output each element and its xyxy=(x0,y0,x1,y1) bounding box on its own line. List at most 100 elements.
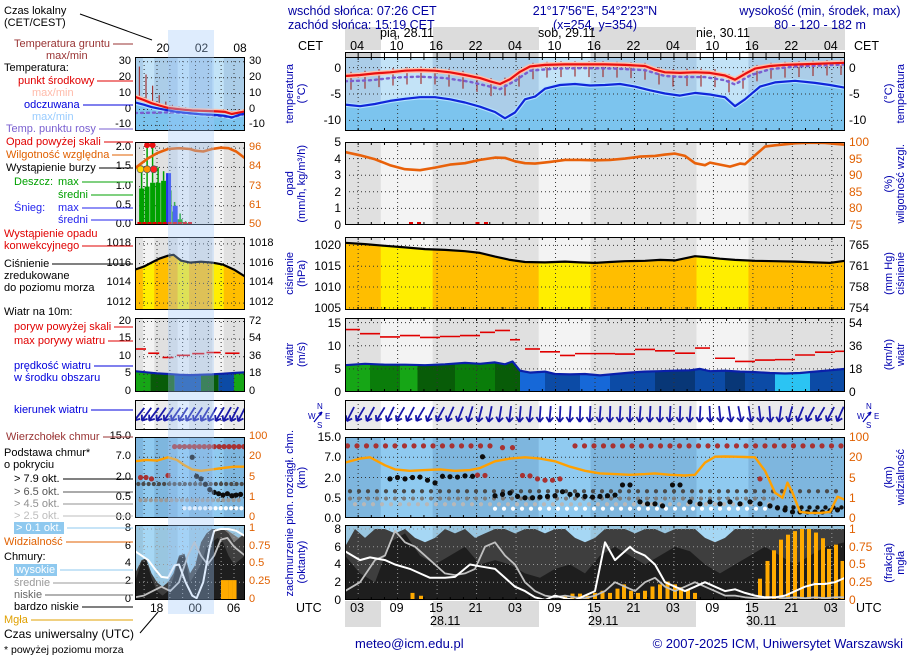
tick-label: 1014 xyxy=(249,276,274,289)
sidebar-label-mgla: Mgła xyxy=(4,614,28,626)
date-label: 29.11 xyxy=(588,614,619,628)
tick-label: 15.0 xyxy=(109,430,131,442)
tick-label: 1016 xyxy=(106,256,131,269)
tick-label: 2 xyxy=(124,575,131,588)
mini-temperature xyxy=(132,57,248,131)
tick-label: 100 xyxy=(249,430,268,442)
sidebar-label-snieg-max: max xyxy=(58,202,79,214)
tick-label: 1 xyxy=(849,521,856,536)
tick-label: 15.0 xyxy=(317,430,341,444)
tick-label: -10 xyxy=(849,113,867,128)
mini-wind-direction xyxy=(133,400,247,430)
axis-title-zach-R: (frakcja) mgła xyxy=(883,542,907,583)
sunrise-text: wschód słońca: 07:26 CET xyxy=(288,4,437,18)
tick-label: 20 xyxy=(118,314,131,327)
tick-label: 1010 xyxy=(314,280,341,295)
sidebar-label-punkt-srodkowy: punkt środkowy xyxy=(18,75,95,87)
tick-label: 8 xyxy=(334,521,341,536)
tick-label: 758 xyxy=(849,280,870,295)
utc-tick: 03 xyxy=(665,601,680,615)
tick-label: 10 xyxy=(118,349,131,362)
tick-label: -10 xyxy=(249,118,265,131)
cet-tick: 10 xyxy=(547,39,562,53)
sidebar-label-podstawa-2: o pokryciu xyxy=(4,459,55,471)
tick-label: 0 xyxy=(849,385,856,399)
tick-label: 1.0 xyxy=(115,179,131,192)
tick-label: 84 xyxy=(249,160,262,173)
cet-tick: 10 xyxy=(389,39,404,53)
tick-label: 7.0 xyxy=(115,450,131,463)
tick-label: 0 xyxy=(249,593,256,605)
contact-email-link[interactable]: meteo@icm.edu.pl xyxy=(355,636,464,651)
sidebar-label-predkosc-1: prędkość wiatru xyxy=(14,360,92,372)
tick-label: 10 xyxy=(327,338,341,353)
mini-cloudiness xyxy=(134,525,246,600)
utc-tick: 21 xyxy=(626,601,641,615)
tick-label: 10 xyxy=(249,86,262,99)
mini-precip-humidity xyxy=(133,142,247,225)
panel-wind xyxy=(343,318,847,392)
night-shade xyxy=(590,27,697,50)
sidebar-label-widzialnosc: Widzialność xyxy=(4,536,63,548)
axis-title-temp-R: (°C) temperatura xyxy=(883,64,907,124)
svg-text:W: W xyxy=(308,412,316,421)
tick-label: 0 xyxy=(124,102,131,115)
mini-cet-tick: 02 xyxy=(194,41,209,55)
night-shade xyxy=(432,601,539,627)
axis-title-wind-R: (km/h) wiatr xyxy=(883,339,907,371)
tick-label: 0.5 xyxy=(249,557,265,570)
mini-cet-tick: 20 xyxy=(156,41,170,55)
axis-title-opad-R: (%) wilgotność wzgl. xyxy=(883,143,907,224)
email-text[interactable]: meteo@icm.edu.pl xyxy=(355,636,464,651)
night-shade xyxy=(590,601,697,627)
sidebar-label-chmury: Chmury: xyxy=(4,551,46,563)
tick-label: 54 xyxy=(849,315,863,330)
tick-label: 0.75 xyxy=(849,539,873,554)
cet-tick: 16 xyxy=(429,39,443,53)
date-label: 28.11 xyxy=(430,614,461,628)
svg-text:E: E xyxy=(325,412,330,421)
sidebar-label-okt45: > 4.5 okt. xyxy=(14,498,60,510)
night-shade xyxy=(345,601,381,627)
tick-label: 36 xyxy=(849,338,863,353)
sidebar-label-temp-gruntu-mm: max/min xyxy=(46,50,88,62)
utc-tick: 15 xyxy=(744,601,759,615)
tick-label: 2.0 xyxy=(115,470,131,483)
cet-tick: 04 xyxy=(508,39,522,53)
tick-label: 2.0 xyxy=(115,141,131,154)
tick-label: 1014 xyxy=(106,276,131,289)
tick-label: 61 xyxy=(249,198,262,211)
tick-label: 0 xyxy=(249,385,256,397)
sidebar-label-cisnienie-3: do poziomu morza xyxy=(4,282,95,294)
svg-text:S: S xyxy=(866,421,871,428)
altitude-value: 80 - 120 - 182 m xyxy=(774,18,866,32)
tick-label: 0 xyxy=(334,60,341,75)
svg-text:N: N xyxy=(317,402,323,411)
tick-label: 50 xyxy=(249,218,262,230)
sidebar-label-deszcz-sredni: średni xyxy=(58,189,88,201)
axis-title-temp-L: temperatura (°C) xyxy=(284,64,308,124)
panel-pressure xyxy=(343,237,847,310)
cet-label-right: CET xyxy=(854,39,879,53)
tick-label: 0 xyxy=(249,511,256,523)
tick-label: 30 xyxy=(118,54,131,67)
tick-label: 4 xyxy=(334,557,341,572)
tick-label: 10 xyxy=(118,86,131,99)
tick-label: 765 xyxy=(849,238,870,253)
mini-cet-tick: 08 xyxy=(233,41,247,55)
tick-label: 20 xyxy=(118,70,131,83)
tick-label: 80 xyxy=(849,201,863,216)
grid-point-text: (x=254, y=354) xyxy=(552,18,638,32)
tick-label: 4 xyxy=(334,151,341,166)
tick-label: 0 xyxy=(334,218,341,232)
axis-title-cloud-R: (km) widzialność xyxy=(883,449,907,506)
tick-label: 20 xyxy=(249,450,262,463)
utc-label-left: UTC xyxy=(296,601,322,615)
tick-label: 0.75 xyxy=(249,539,271,552)
utc-tick: 03 xyxy=(350,601,365,615)
tick-label: 754 xyxy=(849,300,870,315)
tick-label: 90 xyxy=(849,168,863,183)
tick-label: 0 xyxy=(124,593,131,605)
sidebar-label-burza: Wystąpienie burzy xyxy=(6,162,96,174)
